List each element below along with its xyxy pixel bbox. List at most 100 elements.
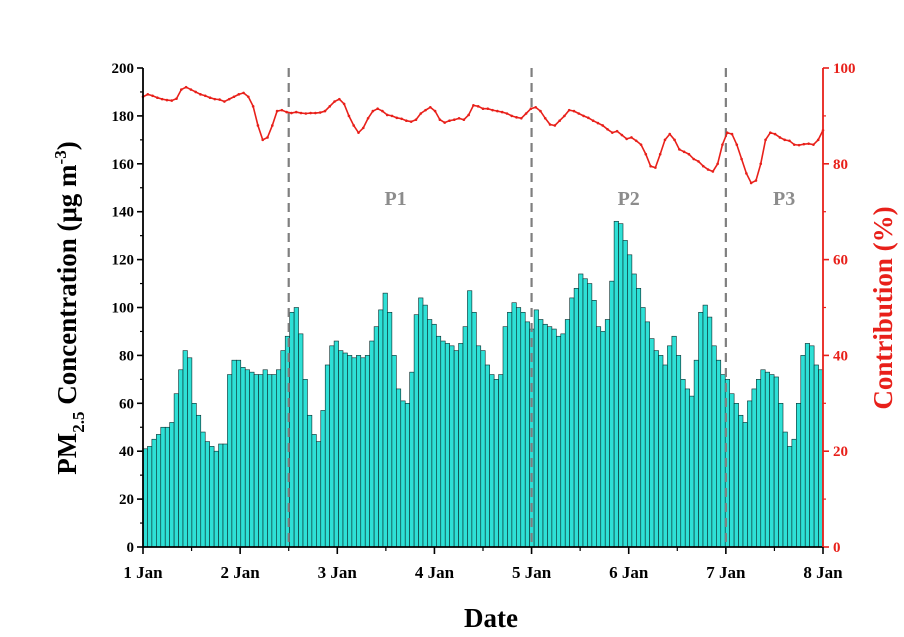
contribution-point	[385, 113, 389, 117]
contribution-point	[256, 124, 260, 127]
contribution-point	[390, 114, 394, 118]
contribution-point	[606, 128, 609, 131]
contribution-point	[658, 152, 662, 156]
contribution-point	[361, 126, 365, 130]
pm25-bar	[351, 357, 357, 548]
pm25-bar	[791, 438, 797, 548]
pm25-bar	[436, 335, 442, 548]
contribution-point	[156, 96, 159, 99]
contribution-point	[673, 138, 676, 142]
pm25-bar	[360, 357, 366, 548]
pm25-bar	[693, 359, 699, 548]
pm25-bar	[147, 446, 153, 548]
contribution-point	[309, 111, 312, 115]
x-tick-label: 3 Jan	[318, 563, 358, 582]
pm25-bar	[267, 374, 273, 548]
pm25-bar	[751, 388, 757, 548]
pm25-bar	[409, 371, 415, 548]
pm25-bar	[276, 369, 282, 548]
pm25-bar	[324, 364, 330, 548]
pm25-bar	[458, 343, 464, 548]
contribution-point	[381, 109, 384, 113]
contribution-point	[275, 109, 279, 113]
contribution-point	[735, 143, 739, 146]
pm25-bar	[160, 426, 166, 548]
pm25-bar	[796, 402, 802, 548]
contribution-point	[146, 93, 150, 96]
contribution-point	[587, 116, 590, 120]
pm25-bar	[649, 338, 655, 548]
left-axis-title: PM2.5 Concentration (μg m-3)	[51, 141, 88, 474]
pm25-bar	[471, 311, 477, 548]
pm25-bar	[809, 345, 815, 548]
tick-labels: 0 20 40 60 80 100 120 140 160 180 200 0 20 40 60 80 100 1…	[112, 61, 856, 582]
pm25-bar	[427, 319, 433, 548]
pm25-bar	[467, 290, 473, 548]
pm25-bar	[622, 240, 628, 548]
left-tick-label: 160	[112, 157, 135, 173]
contribution-point	[338, 97, 341, 101]
contribution-point	[333, 100, 336, 103]
contribution-point	[467, 113, 470, 117]
contribution-point	[534, 105, 537, 109]
pm25-bar	[462, 326, 468, 548]
pm25-bar	[662, 364, 668, 548]
pm25-bar	[502, 326, 508, 548]
pm25-bar	[533, 309, 539, 548]
contribution-point	[812, 143, 815, 146]
left-title-sup: -3	[51, 150, 70, 164]
pm25-bar	[524, 321, 530, 548]
pm25-bar	[564, 319, 570, 548]
contribution-point	[409, 120, 413, 123]
pm25-bar	[387, 311, 393, 548]
pm25-bar	[404, 402, 410, 548]
contribution-point	[165, 98, 169, 102]
pm25-bar	[347, 355, 353, 548]
pm25-bar	[431, 323, 437, 548]
pm25-bar	[653, 350, 659, 548]
pm25-bar	[356, 355, 362, 548]
pm25-bar	[511, 302, 517, 548]
x-tick-label: 1 Jan	[123, 563, 163, 582]
right-tick-label: 60	[833, 253, 848, 269]
contribution-point	[611, 131, 614, 134]
contribution-point	[433, 109, 437, 113]
left-tick-label: 20	[119, 492, 134, 508]
contribution-point	[189, 88, 193, 91]
contribution-point	[529, 107, 533, 111]
pm25-bar	[342, 352, 348, 548]
pm25-bar	[364, 355, 370, 548]
pm25-bar	[280, 350, 286, 548]
pm25-bar	[293, 307, 299, 548]
left-title-rest: Concentration (μg m	[52, 164, 82, 412]
left-title-close: )	[52, 141, 82, 150]
pm25-bar	[711, 345, 717, 548]
left-tick-label: 40	[119, 444, 134, 460]
contribution-point	[486, 107, 490, 111]
contribution-point	[184, 85, 188, 89]
pm25-bar	[520, 311, 526, 548]
pm25-bar	[316, 441, 322, 548]
pm25-bar	[538, 319, 544, 548]
pm25-bar	[680, 379, 686, 548]
contribution-point	[764, 138, 767, 142]
pm25-bar	[569, 297, 575, 548]
contribution-point	[448, 119, 451, 122]
right-tick-label: 20	[833, 444, 848, 460]
pm25-bar	[191, 402, 197, 548]
pm25-bar	[658, 355, 664, 548]
pm25-bar	[169, 422, 175, 548]
contribution-point	[151, 94, 154, 98]
contribution-point	[218, 98, 221, 101]
pm25-bar	[182, 350, 188, 548]
pm25-bar-series	[142, 220, 824, 548]
pm25-bar	[667, 345, 673, 548]
x-tick-label: 7 Jan	[706, 563, 746, 582]
contribution-point	[452, 118, 456, 122]
pm25-bar	[507, 311, 513, 548]
left-tick-label: 60	[119, 396, 134, 412]
contribution-point	[314, 111, 317, 115]
pm25-bar	[636, 288, 642, 548]
contribution-point	[754, 179, 758, 182]
pm25-bar	[778, 402, 784, 548]
